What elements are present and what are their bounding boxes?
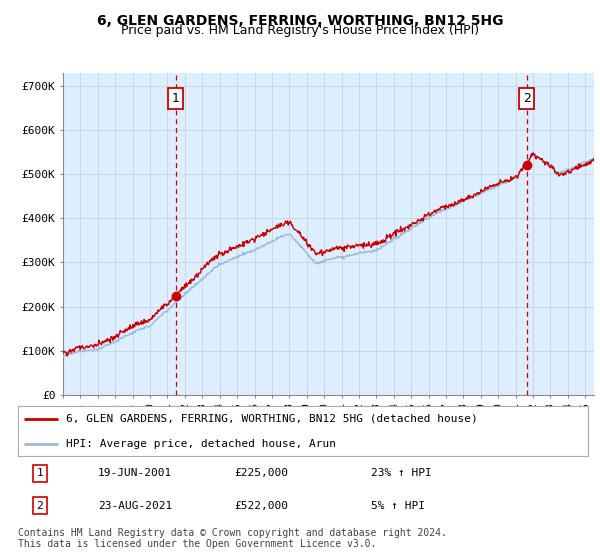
Text: £522,000: £522,000	[235, 501, 289, 511]
Text: 19-JUN-2001: 19-JUN-2001	[98, 468, 172, 478]
Text: 23% ↑ HPI: 23% ↑ HPI	[371, 468, 432, 478]
Text: 23-AUG-2021: 23-AUG-2021	[98, 501, 172, 511]
Text: 6, GLEN GARDENS, FERRING, WORTHING, BN12 5HG: 6, GLEN GARDENS, FERRING, WORTHING, BN12…	[97, 14, 503, 28]
Text: £225,000: £225,000	[235, 468, 289, 478]
Text: HPI: Average price, detached house, Arun: HPI: Average price, detached house, Arun	[67, 439, 337, 449]
Text: Price paid vs. HM Land Registry's House Price Index (HPI): Price paid vs. HM Land Registry's House …	[121, 24, 479, 36]
Text: 1: 1	[172, 92, 179, 105]
Text: 5% ↑ HPI: 5% ↑ HPI	[371, 501, 425, 511]
Text: Contains HM Land Registry data © Crown copyright and database right 2024.
This d: Contains HM Land Registry data © Crown c…	[18, 528, 447, 549]
Text: 2: 2	[36, 501, 43, 511]
Text: 2: 2	[523, 92, 531, 105]
Text: 1: 1	[36, 468, 43, 478]
Text: 6, GLEN GARDENS, FERRING, WORTHING, BN12 5HG (detached house): 6, GLEN GARDENS, FERRING, WORTHING, BN12…	[67, 414, 478, 423]
